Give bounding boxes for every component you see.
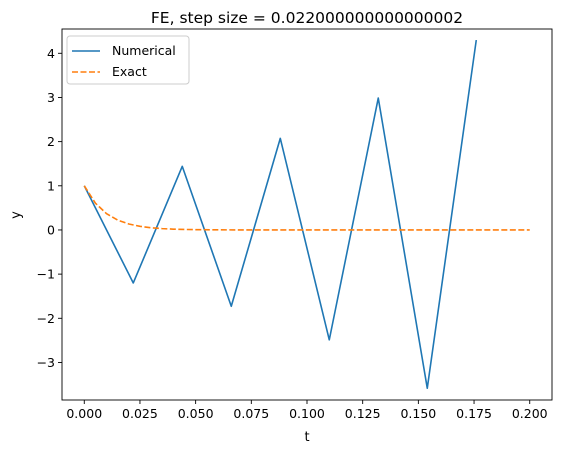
- x-tick-label: 0.050: [178, 406, 214, 421]
- plot-area: [83, 39, 530, 390]
- x-tick-label: 0.025: [122, 406, 158, 421]
- y-axis-label: y: [9, 211, 24, 219]
- x-tick-label: 0.125: [345, 406, 381, 421]
- y-axis-ticks: −3 −2 −1 0 1 2 3 4: [37, 46, 62, 370]
- y-tick-label: 1: [47, 178, 55, 193]
- y-tick-label: −2: [37, 311, 55, 326]
- legend-label-numerical: Numerical: [112, 43, 176, 58]
- axes-frame: [61, 28, 553, 401]
- y-tick-label: 3: [47, 90, 55, 105]
- x-tick-label: 0.150: [400, 406, 436, 421]
- x-axis-ticks: 0.000 0.025 0.050 0.075 0.100 0.125 0.150 0.175…: [66, 400, 548, 421]
- y-tick-label: 0: [47, 222, 55, 237]
- legend: Numerical Exact: [66, 35, 190, 85]
- y-tick-label: −3: [37, 355, 55, 370]
- x-tick-label: 0.200: [512, 406, 548, 421]
- series-line-numerical: [83, 39, 478, 390]
- series-line-exact: [83, 185, 530, 231]
- x-tick-label: 0.175: [456, 406, 492, 421]
- y-tick-label: −1: [37, 267, 55, 282]
- y-tick-label: 4: [47, 46, 55, 61]
- x-tick-label: 0.000: [66, 406, 102, 421]
- legend-label-exact: Exact: [112, 64, 147, 79]
- y-tick-label: 2: [47, 134, 55, 149]
- x-tick-label: 0.100: [289, 406, 325, 421]
- x-tick-label: 0.075: [233, 406, 269, 421]
- chart-title: FE, step size = 0.022000000000000002: [151, 9, 463, 27]
- x-axis-label: t: [304, 430, 309, 445]
